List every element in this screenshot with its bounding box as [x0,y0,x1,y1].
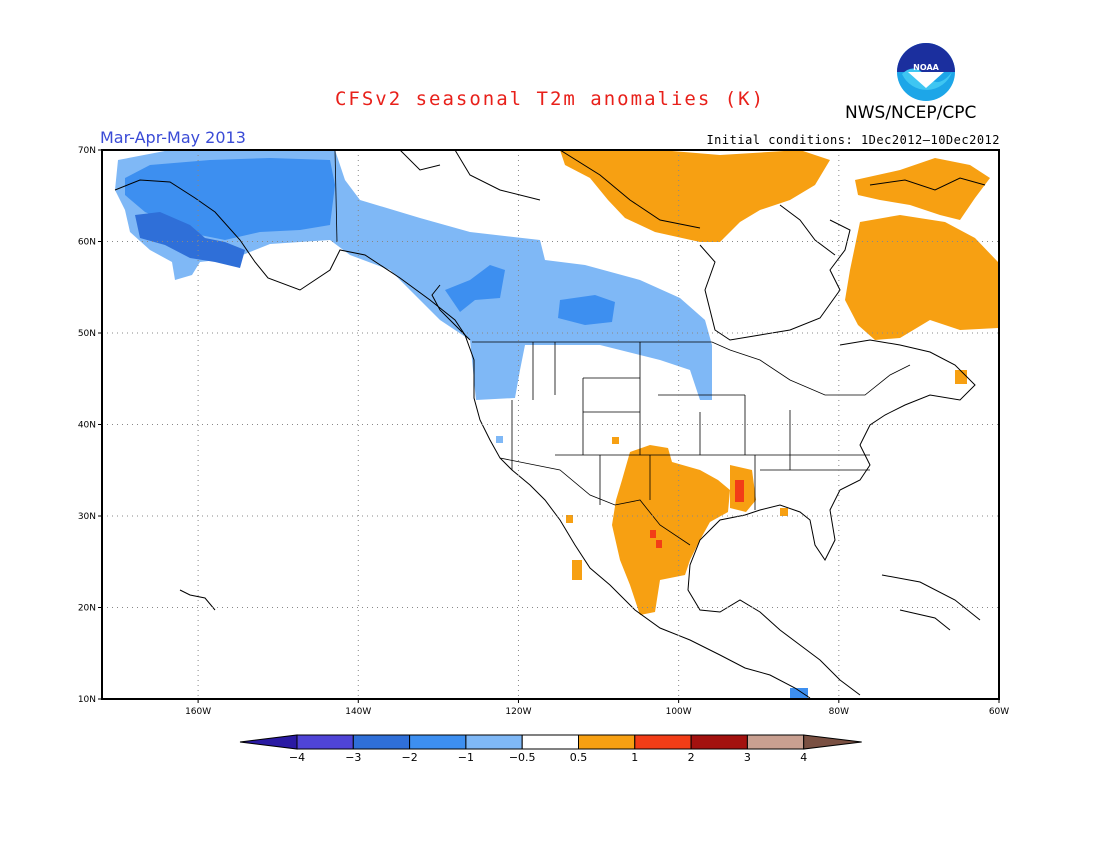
colorbar [239,734,862,750]
colorbar-label: 3 [744,751,751,764]
anomaly-region [735,480,744,502]
season-label: Mar-Apr-May 2013 [100,128,246,147]
longitude-labels: 160W 140W 120W 100W 80W 60W [185,699,1009,717]
agency-label: NWS/NCEP/CPC [845,103,977,123]
colorbar-label: −3 [345,751,361,764]
anomaly-region [572,560,582,580]
lat-tick-label: 60N [78,238,96,248]
anomaly-shading [115,150,998,699]
colorbar-end-low [239,734,298,750]
lon-tick-label: 160W [185,707,211,717]
anomaly-region [650,530,656,538]
lon-tick-label: 120W [505,707,531,717]
anomaly-region [730,465,756,512]
political-borders [334,150,911,546]
colorbar-label: 1 [631,751,638,764]
latitude-labels: 70N 60N 50N 40N 30N 20N 10N [78,146,102,705]
lat-tick-label: 50N [78,329,96,339]
lon-tick-label: 80W [829,707,849,717]
lat-lon-grid [102,150,999,699]
lon-tick-label: 60W [989,707,1009,717]
anomaly-region [125,158,335,240]
anomaly-region [560,150,830,242]
colorbar-swatch [465,734,523,750]
anomaly-region [558,295,615,325]
lat-tick-label: 30N [78,512,96,522]
lat-tick-label: 40N [78,421,96,431]
colorbar-label: −4 [289,751,305,764]
lat-tick-label: 70N [78,146,96,156]
colorbar-swatch [690,734,748,750]
anomaly-region [845,215,998,340]
colorbar-label: 4 [800,751,807,764]
lon-tick-label: 100W [666,707,692,717]
colorbar-label: 2 [688,751,695,764]
colorbar-label: −0.5 [509,751,536,764]
anomaly-region [780,508,788,516]
chart-title: CFSv2 seasonal T2m anomalies (K) [334,88,766,110]
colorbar-labels: −4 −3 −2 −1 −0.5 0.5 1 2 3 4 [289,751,807,764]
anomaly-region [566,515,573,523]
anomaly-region [496,436,503,443]
colorbar-label: −2 [401,751,417,764]
coastlines [114,150,986,699]
lon-tick-label: 140W [345,707,371,717]
logo-text: NOAA [913,63,939,72]
colorbar-swatch [352,734,411,750]
colorbar-label: 0.5 [570,751,588,764]
initial-conditions: Initial conditions: 1Dec2012–10Dec2012 [706,133,1000,147]
anomaly-region [656,540,662,548]
anomaly-region [612,437,619,444]
anomaly-region [445,265,505,312]
noaa-logo-icon: NOAA [897,43,955,101]
colorbar-swatch [746,734,805,750]
colorbar-swatch [634,734,692,750]
anomaly-region [135,212,245,268]
anomaly-region [612,445,730,615]
map-frame [101,149,1000,700]
colorbar-label: −1 [458,751,474,764]
anomaly-region [955,370,967,384]
colorbar-swatch [296,734,354,750]
lat-tick-label: 10N [78,695,96,705]
colorbar-swatch [521,734,580,750]
anomaly-region [790,688,808,699]
anomaly-region [855,158,990,220]
lat-tick-label: 20N [78,604,96,614]
anomaly-region [115,150,712,400]
colorbar-end-high [803,734,862,750]
colorbar-swatch [409,734,467,750]
colorbar-swatch [578,734,636,750]
